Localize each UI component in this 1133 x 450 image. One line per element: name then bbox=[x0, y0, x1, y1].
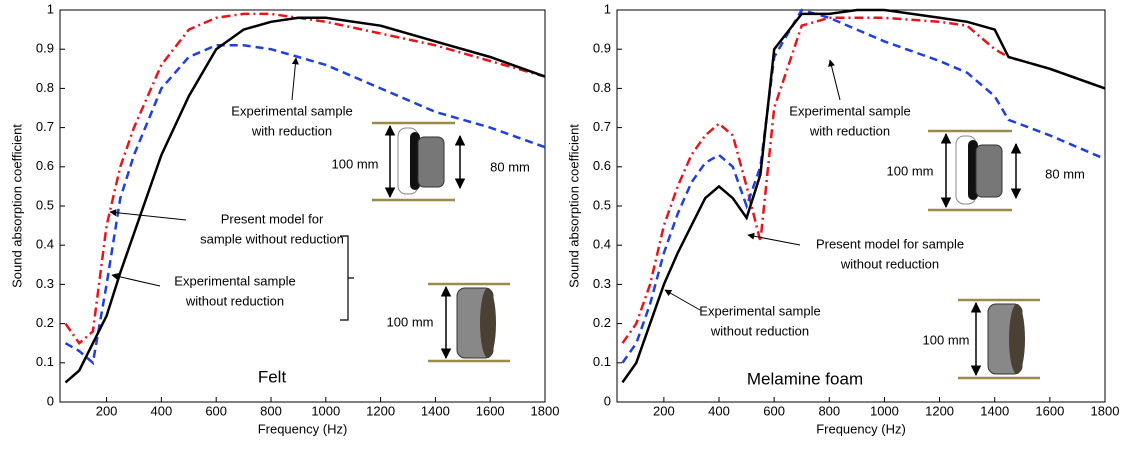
y-tick-label: 0.4 bbox=[36, 237, 54, 252]
annotation: without reduction bbox=[185, 293, 284, 308]
series-line bbox=[64, 16, 546, 384]
annotation: with reduction bbox=[809, 123, 890, 138]
y-tick-label: 0.6 bbox=[593, 158, 611, 173]
x-tick-label: 1000 bbox=[870, 403, 899, 418]
y-tick-label: 0.9 bbox=[36, 41, 54, 56]
annotation-arrow bbox=[747, 232, 801, 246]
y-tick-label: 0.6 bbox=[36, 158, 54, 173]
x-tick-label: 1400 bbox=[421, 403, 450, 418]
annotation: Present model for sample bbox=[816, 236, 964, 251]
annotation: without reduction bbox=[840, 256, 939, 271]
x-tick-label: 1800 bbox=[1091, 403, 1120, 418]
x-tick-label: 1400 bbox=[980, 403, 1009, 418]
label: 100 mm bbox=[887, 163, 934, 178]
label: 80 mm bbox=[490, 159, 530, 174]
x-tick-label: 800 bbox=[818, 403, 840, 418]
label: 80 mm bbox=[1045, 166, 1085, 181]
y-tick-label: 0.8 bbox=[593, 80, 611, 95]
y-tick-label: 0.3 bbox=[593, 276, 611, 291]
y-tick-label: 0.5 bbox=[593, 197, 611, 212]
label: Melamine foam bbox=[747, 369, 863, 388]
x-tick-label: 600 bbox=[205, 403, 227, 418]
x-tick-label: 200 bbox=[96, 403, 118, 418]
y-tick-label: 1 bbox=[47, 1, 54, 16]
y-tick-label: 0.2 bbox=[36, 315, 54, 330]
label: 100 mm bbox=[387, 314, 434, 329]
x-tick-label: 1600 bbox=[1035, 403, 1064, 418]
y-tick-label: 0.5 bbox=[36, 197, 54, 212]
annotation-arrow bbox=[291, 57, 299, 101]
annotation-arrow bbox=[828, 59, 841, 101]
y-tick-label: 0.1 bbox=[593, 354, 611, 369]
x-tick-label: 600 bbox=[763, 403, 785, 418]
y-tick-label: 0.3 bbox=[36, 276, 54, 291]
series-line bbox=[621, 16, 1106, 344]
x-tick-label: 1600 bbox=[476, 403, 505, 418]
x-axis-label: Frequency (Hz) bbox=[258, 421, 348, 436]
series-line bbox=[64, 12, 546, 346]
x-tick-label: 1000 bbox=[311, 403, 340, 418]
y-tick-label: 0 bbox=[47, 393, 54, 408]
label: 100 mm bbox=[923, 332, 970, 347]
annotation-arrow bbox=[109, 209, 187, 221]
sample-sketches bbox=[340, 121, 1040, 380]
annotation: Experimental sample bbox=[231, 103, 352, 118]
x-tick-label: 1200 bbox=[366, 403, 395, 418]
y-tick-label: 0.9 bbox=[593, 41, 611, 56]
annotation: Experimental sample bbox=[789, 103, 910, 118]
x-tick-label: 800 bbox=[260, 403, 282, 418]
y-tick-label: 0.7 bbox=[593, 119, 611, 134]
y-tick-label: 0.8 bbox=[36, 80, 54, 95]
y-axis-label: Sound absorption coefficient bbox=[9, 124, 24, 288]
annotation: without reduction bbox=[710, 323, 809, 338]
x-axis-label: Frequency (Hz) bbox=[816, 421, 906, 436]
x-tick-label: 400 bbox=[708, 403, 730, 418]
plot-frame bbox=[616, 9, 1106, 403]
y-tick-label: 0.4 bbox=[593, 237, 611, 252]
y-tick-label: 0.1 bbox=[36, 354, 54, 369]
annotation-arrow bbox=[111, 272, 161, 287]
y-tick-label: 1 bbox=[604, 1, 611, 16]
x-tick-label: 1200 bbox=[925, 403, 954, 418]
annotation: with reduction bbox=[251, 123, 332, 138]
y-tick-label: 0 bbox=[604, 393, 611, 408]
annotation: Experimental sample bbox=[699, 303, 820, 318]
y-tick-label: 0.2 bbox=[593, 315, 611, 330]
x-tick-label: 1800 bbox=[531, 403, 560, 418]
label: Felt bbox=[258, 367, 287, 386]
annotation: sample without reduction bbox=[200, 231, 344, 246]
annotation-arrow bbox=[664, 289, 701, 311]
label: 100 mm bbox=[332, 156, 379, 171]
series-line bbox=[621, 8, 1106, 384]
y-tick-label: 0.7 bbox=[36, 119, 54, 134]
annotation: Experimental sample bbox=[174, 273, 295, 288]
x-tick-label: 400 bbox=[151, 403, 173, 418]
annotation: Present model for bbox=[221, 211, 324, 226]
x-tick-label: 200 bbox=[653, 403, 675, 418]
y-axis-label: Sound absorption coefficient bbox=[566, 124, 581, 288]
